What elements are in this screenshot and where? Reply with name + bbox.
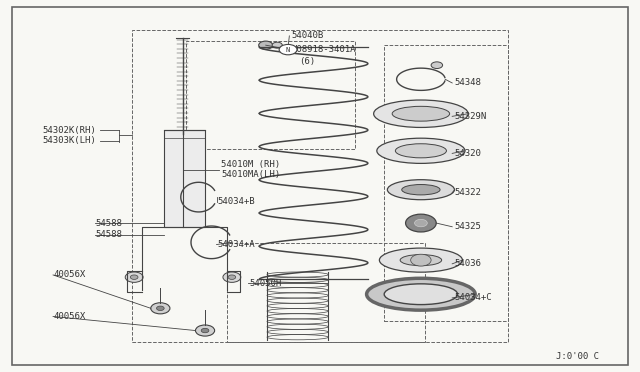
Ellipse shape xyxy=(384,284,458,305)
Text: 54322: 54322 xyxy=(454,188,481,197)
Ellipse shape xyxy=(402,185,440,195)
Bar xyxy=(132,31,508,341)
Circle shape xyxy=(415,219,428,227)
Text: N: N xyxy=(286,46,290,52)
Text: 54010M (RH): 54010M (RH) xyxy=(221,160,280,169)
Text: 54320: 54320 xyxy=(454,149,481,158)
Circle shape xyxy=(259,41,273,49)
Circle shape xyxy=(228,275,236,279)
Text: 54302K(RH): 54302K(RH) xyxy=(42,126,96,135)
Circle shape xyxy=(151,303,170,314)
Text: 54050H: 54050H xyxy=(250,279,282,288)
Text: 54040B: 54040B xyxy=(291,31,323,41)
Text: 54036: 54036 xyxy=(454,259,481,268)
Ellipse shape xyxy=(380,248,463,272)
Ellipse shape xyxy=(392,106,450,121)
Bar xyxy=(186,41,355,149)
Text: 54329N: 54329N xyxy=(454,112,486,121)
Circle shape xyxy=(279,44,297,55)
Bar xyxy=(227,243,426,341)
Ellipse shape xyxy=(396,144,447,158)
Circle shape xyxy=(195,325,214,336)
Text: 54588: 54588 xyxy=(95,219,122,228)
Text: N08918-3401A: N08918-3401A xyxy=(291,45,356,54)
Ellipse shape xyxy=(387,180,454,200)
Circle shape xyxy=(406,214,436,232)
Text: 54325: 54325 xyxy=(454,222,481,231)
Circle shape xyxy=(411,254,431,266)
Text: 54034+B: 54034+B xyxy=(218,197,255,206)
Bar xyxy=(164,131,205,227)
Text: 40056X: 40056X xyxy=(53,312,85,321)
Text: 54303K(LH): 54303K(LH) xyxy=(42,136,96,145)
Circle shape xyxy=(131,275,138,279)
Text: 54588: 54588 xyxy=(95,230,122,240)
Ellipse shape xyxy=(367,278,475,310)
Circle shape xyxy=(272,42,282,48)
Text: 54348: 54348 xyxy=(454,78,481,87)
Circle shape xyxy=(223,272,241,282)
Text: 54034+A: 54034+A xyxy=(218,240,255,249)
Text: 40056X: 40056X xyxy=(53,270,85,279)
Ellipse shape xyxy=(374,100,468,128)
Circle shape xyxy=(431,62,443,68)
Circle shape xyxy=(157,306,164,311)
Ellipse shape xyxy=(377,138,465,163)
Text: 54010MA(LH): 54010MA(LH) xyxy=(221,170,280,179)
Text: 54034+C: 54034+C xyxy=(454,294,492,302)
Text: (6): (6) xyxy=(300,57,316,66)
Text: J:0'00 C: J:0'00 C xyxy=(556,352,599,361)
Circle shape xyxy=(125,272,143,282)
Ellipse shape xyxy=(400,254,442,266)
Circle shape xyxy=(201,328,209,333)
Bar xyxy=(384,45,508,321)
